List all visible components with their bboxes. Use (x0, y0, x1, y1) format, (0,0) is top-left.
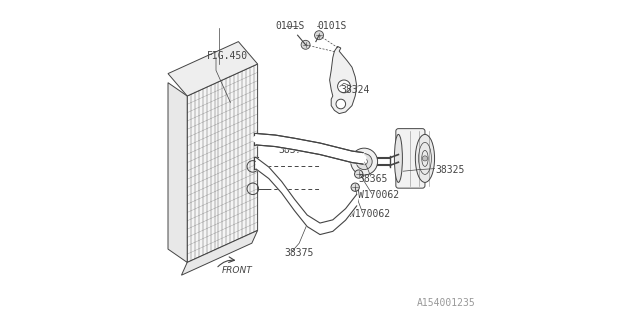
Text: 0101S: 0101S (276, 20, 305, 31)
Polygon shape (182, 230, 258, 275)
Circle shape (351, 183, 360, 191)
Polygon shape (330, 46, 357, 114)
Text: 38374: 38374 (278, 145, 308, 156)
Circle shape (338, 80, 351, 93)
Circle shape (355, 170, 363, 178)
Text: 38324: 38324 (340, 84, 370, 95)
Text: 0101S: 0101S (317, 20, 347, 31)
Text: 38365: 38365 (358, 174, 388, 184)
FancyBboxPatch shape (396, 129, 425, 188)
Text: 38325: 38325 (435, 164, 465, 175)
Circle shape (422, 156, 428, 161)
Polygon shape (187, 64, 258, 262)
Circle shape (361, 158, 367, 165)
Polygon shape (168, 42, 258, 96)
Text: FIG.450: FIG.450 (206, 51, 248, 61)
Ellipse shape (415, 134, 435, 182)
Text: 38375: 38375 (285, 248, 314, 258)
Circle shape (314, 31, 323, 40)
Circle shape (336, 99, 346, 109)
Circle shape (351, 148, 378, 175)
Text: A154001235: A154001235 (417, 298, 475, 308)
Text: W170062: W170062 (358, 190, 399, 200)
Circle shape (301, 40, 310, 49)
Circle shape (356, 154, 372, 170)
Ellipse shape (394, 134, 403, 182)
Polygon shape (168, 83, 187, 262)
Text: FRONT: FRONT (221, 266, 252, 275)
Text: W170062: W170062 (349, 209, 390, 220)
